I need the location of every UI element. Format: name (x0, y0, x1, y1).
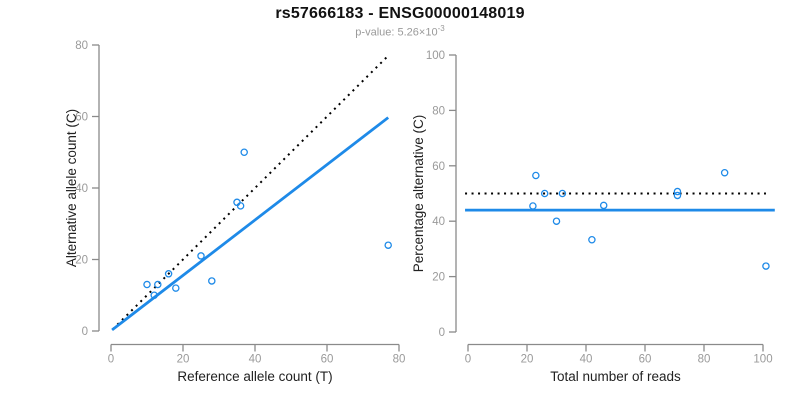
data-point (720, 168, 729, 177)
x-tick-label: 40 (580, 354, 593, 366)
data-point (172, 284, 180, 292)
data-point (532, 171, 540, 180)
data-point (762, 262, 770, 270)
data-point (540, 189, 549, 198)
fit-line (111, 116, 390, 332)
y-tick-label: 80 (432, 105, 445, 117)
data-point (154, 280, 162, 289)
data-point (164, 270, 173, 278)
data-point (150, 291, 158, 299)
x-tick-label: 0 (465, 354, 471, 366)
x-tick-label: 60 (639, 354, 652, 366)
y-tick-label: 60 (432, 161, 445, 173)
right-chart: 0 20 40 60 80 100 0 20 40 60 80 100 Total number of … (411, 50, 775, 384)
x-tick-label: 20 (177, 354, 190, 366)
identity-line (112, 55, 389, 330)
y-tick-label: 40 (75, 183, 88, 195)
x-tick-label: 100 (753, 354, 772, 366)
data-point (552, 217, 561, 225)
y-tick-label: 40 (432, 216, 445, 228)
x-tick-label: 80 (698, 354, 711, 366)
y-tick-label: 20 (75, 255, 88, 267)
left-chart: 0 20 40 60 80 0 20 40 60 80 Reference allele count… (64, 40, 405, 384)
data-point (236, 202, 245, 210)
y-axis-title: Alternative allele count (C) (64, 109, 79, 267)
y-tick-label: 60 (75, 112, 88, 124)
x-tick-label: 0 (108, 354, 114, 366)
data-point (197, 252, 205, 260)
x-tick-label: 60 (321, 354, 334, 366)
data-point (143, 280, 151, 289)
y-tick-label: 0 (439, 327, 445, 339)
data-point (240, 148, 248, 156)
x-tick-label: 20 (521, 354, 534, 366)
data-point (208, 277, 216, 285)
y-tick-label: 0 (82, 326, 88, 338)
data-point (673, 191, 682, 200)
x-tick-label: 40 (249, 354, 262, 366)
y-tick-label: 80 (75, 40, 88, 52)
y-tick-label: 100 (426, 50, 445, 62)
data-point (599, 201, 608, 210)
x-tick-label: 80 (393, 354, 406, 366)
data-point (558, 189, 567, 198)
pvalue-exponent: -3 (437, 24, 445, 33)
pvalue-text: p-value: 5.26×10 (355, 26, 438, 39)
y-axis-title: Percentage alternative (C) (411, 115, 426, 273)
x-axis-title: Total number of reads (550, 369, 681, 384)
data-point (673, 187, 682, 196)
figure-subtitle: p-value: 5.26×10-3 (0, 24, 800, 39)
data-point (529, 202, 537, 210)
figure-title: rs57666183 - ENSG00000148019 (275, 5, 525, 22)
y-tick-label: 20 (432, 272, 445, 284)
data-point (384, 241, 392, 249)
x-axis-title: Reference allele count (T) (177, 369, 332, 384)
data-point (588, 236, 596, 244)
